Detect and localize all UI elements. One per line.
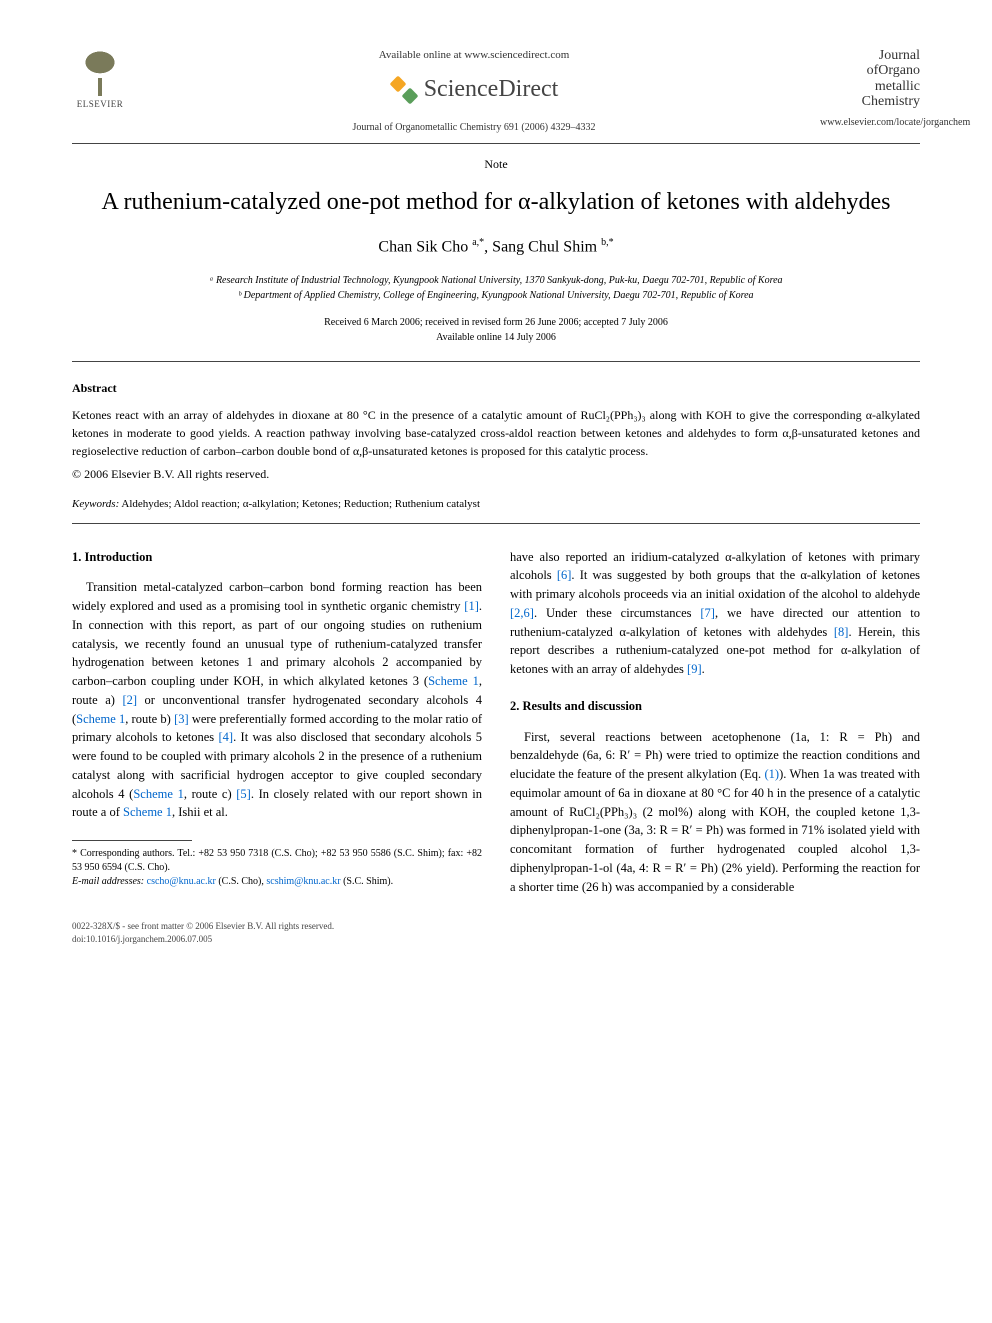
- affiliation-a: ᵃ Research Institute of Industrial Techn…: [72, 273, 920, 288]
- text-span: Transition metal-catalyzed carbon–carbon…: [72, 580, 482, 613]
- ref-link[interactable]: [9]: [687, 662, 702, 676]
- journal-name-line: Chemistry: [862, 94, 920, 109]
- header-row: ELSEVIER Available online at www.science…: [72, 48, 920, 135]
- results-paragraph: First, several reactions between acetoph…: [510, 728, 920, 897]
- abstract-text: Ketones react with an array of aldehydes…: [72, 406, 920, 460]
- text-span: ). When 1a was treated with equimolar am…: [510, 767, 920, 894]
- ref-link[interactable]: [6]: [557, 568, 572, 582]
- divider: [72, 523, 920, 524]
- corresponding-footnote: * Corresponding authors. Tel.: +82 53 95…: [72, 847, 482, 889]
- abstract-heading: Abstract: [72, 380, 920, 397]
- journal-logo: Journal ofOrgano metallic Chemistry www.…: [820, 48, 920, 130]
- journal-reference: Journal of Organometallic Chemistry 691 …: [140, 121, 808, 135]
- email-link[interactable]: scshim@knu.ac.kr: [266, 876, 340, 887]
- ref-link[interactable]: [2,6]: [510, 606, 534, 620]
- text-span: , route b): [125, 712, 174, 726]
- left-column: 1. Introduction Transition metal-catalyz…: [72, 548, 482, 897]
- intro-continuation: have also reported an iridium-catalyzed …: [510, 548, 920, 679]
- center-header: Available online at www.sciencedirect.co…: [128, 48, 820, 135]
- ref-link[interactable]: [8]: [834, 625, 849, 639]
- article-dates: Received 6 March 2006; received in revis…: [72, 315, 920, 345]
- journal-name: Journal ofOrgano metallic Chemistry: [820, 48, 920, 110]
- available-online-text: Available online at www.sciencedirect.co…: [140, 48, 808, 63]
- divider: [72, 143, 920, 144]
- email-link[interactable]: cscho@knu.ac.kr: [147, 876, 216, 887]
- author-name: Chan Sik Cho: [378, 238, 468, 255]
- equation-link[interactable]: (1): [765, 767, 780, 781]
- section-heading-results: 2. Results and discussion: [510, 697, 920, 716]
- footer-issn: 0022-328X/$ - see front matter © 2006 El…: [72, 920, 920, 933]
- affiliation-b: ᵇ Department of Applied Chemistry, Colle…: [72, 288, 920, 303]
- section-heading-intro: 1. Introduction: [72, 548, 482, 567]
- divider: [72, 361, 920, 362]
- article-title: A ruthenium-catalyzed one-pot method for…: [72, 187, 920, 218]
- elsevier-label: ELSEVIER: [72, 98, 128, 111]
- ref-link[interactable]: [5]: [236, 787, 251, 801]
- text-span: . It was suggested by both groups that t…: [510, 568, 920, 601]
- email-label: E-mail addresses:: [72, 876, 144, 887]
- journal-name-line: ofOrgano: [867, 63, 920, 78]
- scheme-link[interactable]: Scheme 1: [123, 805, 172, 819]
- text-span: . Under these circumstances: [534, 606, 700, 620]
- footnote-rule: [72, 840, 192, 841]
- sciencedirect-text: ScienceDirect: [424, 73, 559, 107]
- keywords-label: Keywords:: [72, 498, 119, 510]
- footnote-emails: E-mail addresses: cscho@knu.ac.kr (C.S. …: [72, 875, 482, 889]
- authors: Chan Sik Cho a,*, Sang Chul Shim b,*: [72, 236, 920, 259]
- right-column: have also reported an iridium-catalyzed …: [510, 548, 920, 897]
- email-who: (S.C. Shim).: [341, 876, 394, 887]
- email-who: (C.S. Cho),: [216, 876, 267, 887]
- note-label: Note: [72, 156, 920, 173]
- ref-link[interactable]: [1]: [464, 599, 479, 613]
- sciencedirect-logo: ScienceDirect: [140, 73, 808, 107]
- author-sup: b,*: [601, 237, 614, 248]
- elsevier-logo: ELSEVIER: [72, 48, 128, 112]
- journal-name-line: Journal: [879, 48, 920, 63]
- ref-link[interactable]: [4]: [219, 730, 234, 744]
- affiliations: ᵃ Research Institute of Industrial Techn…: [72, 273, 920, 303]
- ref-link[interactable]: [2]: [122, 693, 137, 707]
- footnote-corr: * Corresponding authors. Tel.: +82 53 95…: [72, 847, 482, 875]
- scheme-link[interactable]: Scheme 1: [76, 712, 125, 726]
- sciencedirect-icon: [390, 76, 418, 104]
- keywords: Keywords: Aldehydes; Aldol reaction; α-a…: [72, 497, 920, 512]
- body-columns: 1. Introduction Transition metal-catalyz…: [72, 548, 920, 897]
- author-name: Sang Chul Shim: [492, 238, 597, 255]
- dates-online: Available online 14 July 2006: [72, 330, 920, 345]
- keywords-text: Aldehydes; Aldol reaction; α-alkylation;…: [119, 498, 480, 510]
- elsevier-tree-icon: [72, 48, 128, 96]
- abstract-copyright: © 2006 Elsevier B.V. All rights reserved…: [72, 466, 920, 483]
- text-span: , route c): [184, 787, 236, 801]
- scheme-link[interactable]: Scheme 1: [133, 787, 183, 801]
- text-span: .: [702, 662, 705, 676]
- journal-url: www.elsevier.com/locate/jorganchem: [820, 116, 920, 130]
- footer: 0022-328X/$ - see front matter © 2006 El…: [72, 920, 920, 945]
- intro-paragraph: Transition metal-catalyzed carbon–carbon…: [72, 578, 482, 822]
- footer-doi: doi:10.1016/j.jorganchem.2006.07.005: [72, 933, 920, 946]
- author-sup: a,*: [472, 237, 484, 248]
- scheme-link[interactable]: Scheme 1: [428, 674, 479, 688]
- journal-name-line: metallic: [875, 79, 920, 94]
- ref-link[interactable]: [3]: [174, 712, 189, 726]
- text-span: , Ishii et al.: [172, 805, 228, 819]
- dates-received: Received 6 March 2006; received in revis…: [72, 315, 920, 330]
- ref-link[interactable]: [7]: [700, 606, 715, 620]
